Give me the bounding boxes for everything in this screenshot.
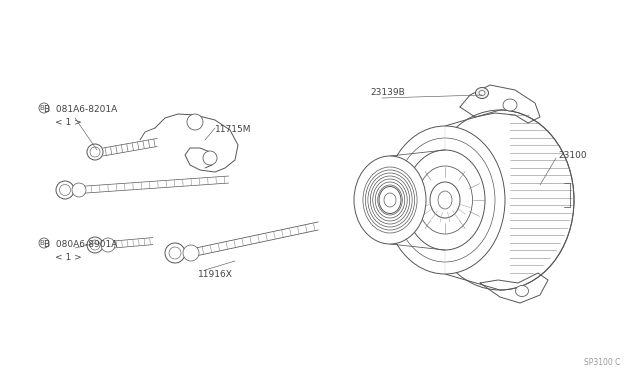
Ellipse shape [405, 150, 485, 250]
Ellipse shape [479, 90, 485, 96]
Circle shape [183, 245, 199, 261]
Circle shape [169, 247, 181, 259]
Circle shape [90, 240, 100, 250]
Circle shape [39, 103, 49, 113]
Text: B: B [40, 240, 44, 246]
Text: B: B [40, 105, 44, 111]
Circle shape [39, 238, 49, 248]
Text: SP3100 C: SP3100 C [584, 358, 620, 367]
Circle shape [72, 183, 86, 197]
Ellipse shape [354, 156, 426, 244]
Ellipse shape [417, 166, 472, 234]
Ellipse shape [385, 126, 505, 274]
Ellipse shape [384, 193, 396, 207]
Text: 11715M: 11715M [215, 125, 252, 134]
Ellipse shape [426, 110, 574, 290]
Circle shape [87, 237, 103, 253]
Text: < 1 >: < 1 > [55, 253, 82, 262]
Circle shape [60, 185, 70, 196]
Ellipse shape [438, 191, 452, 209]
Text: 23100: 23100 [558, 151, 587, 160]
Circle shape [165, 243, 185, 263]
Text: 23139B: 23139B [370, 88, 404, 97]
Text: < 1 >: < 1 > [55, 118, 82, 127]
Ellipse shape [515, 285, 529, 296]
Ellipse shape [503, 99, 517, 111]
Text: B  081A6-8201A: B 081A6-8201A [44, 105, 117, 114]
Ellipse shape [430, 182, 460, 218]
Circle shape [90, 147, 100, 157]
Circle shape [187, 114, 203, 130]
Ellipse shape [395, 138, 495, 262]
Ellipse shape [476, 87, 488, 99]
Circle shape [56, 181, 74, 199]
Ellipse shape [379, 186, 401, 214]
Text: B  080A6-8901A: B 080A6-8901A [44, 240, 117, 249]
Circle shape [87, 144, 103, 160]
Circle shape [203, 151, 217, 165]
Text: 11916X: 11916X [198, 270, 232, 279]
Circle shape [101, 238, 115, 252]
